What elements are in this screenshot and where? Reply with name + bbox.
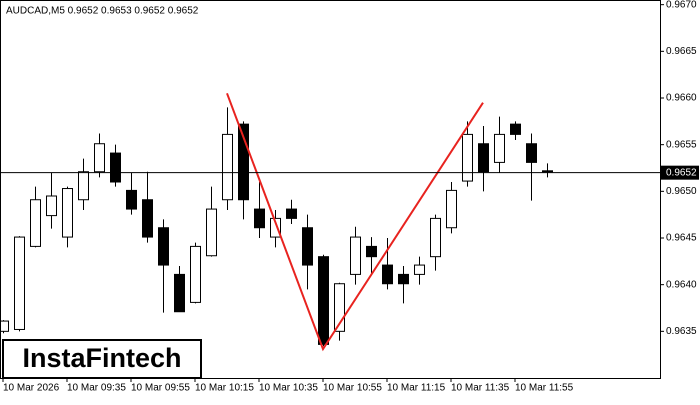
- candle-body: [446, 189, 457, 229]
- candle-body: [1, 320, 9, 332]
- y-tick-label: 0.9665: [666, 46, 697, 57]
- candle-body: [334, 283, 345, 332]
- y-tick-label: 0.9640: [666, 279, 697, 290]
- price-box: [661, 165, 699, 180]
- chart-header: AUDCAD,M5 0.9652 0.9653 0.9652 0.9652: [6, 6, 199, 17]
- candle-body: [14, 236, 25, 330]
- candle-body: [30, 199, 41, 247]
- candle-body: [462, 133, 473, 182]
- x-tick-label: 10 Mar 11:15: [387, 383, 446, 394]
- candle-body: [286, 208, 297, 219]
- candle-body: [430, 217, 441, 258]
- candle-body: [254, 208, 265, 229]
- y-tick-label: 0.9655: [666, 139, 697, 150]
- x-tick-label: 10 Mar 11:35: [451, 383, 510, 394]
- candle-body: [190, 245, 201, 303]
- y-tick-label: 0.9645: [666, 233, 697, 244]
- candle-body: [510, 123, 521, 135]
- x-tick-label: 10 Mar 10:15: [195, 383, 254, 394]
- x-tick-label: 10 Mar 10:55: [323, 383, 382, 394]
- candle-body: [478, 143, 489, 173]
- candle-body: [78, 171, 89, 201]
- x-tick-label: 10 Mar 09:35: [67, 383, 126, 394]
- candle-body: [46, 195, 57, 217]
- x-tick-label: 10 Mar 10:35: [259, 383, 318, 394]
- candle-body: [158, 227, 169, 266]
- candle-body: [542, 170, 553, 173]
- logo-box: [2, 339, 202, 379]
- candle-body: [318, 256, 329, 345]
- y-tick-label: 0.9670: [666, 0, 697, 10]
- pattern-line: [226, 92, 484, 352]
- candle-body: [126, 189, 137, 210]
- candle-body: [382, 264, 393, 285]
- x-tick-label: 10 Mar 11:55: [515, 383, 574, 394]
- candle-body: [350, 236, 361, 275]
- plot: [1, 92, 553, 352]
- candle-body: [414, 264, 425, 275]
- candle-body: [94, 143, 105, 173]
- candle-body: [174, 273, 185, 313]
- candle-body: [238, 123, 249, 201]
- candle-body: [398, 273, 409, 285]
- candle-body: [206, 208, 217, 257]
- candle-body: [222, 133, 233, 201]
- candle-body: [526, 143, 537, 163]
- x-tick-label: 10 Mar 09:55: [131, 383, 190, 394]
- candle-body: [302, 227, 313, 266]
- candle-body: [62, 188, 73, 238]
- candle-body: [142, 199, 153, 238]
- x-tick-label: 10 Mar 2026: [3, 383, 60, 394]
- y-tick-label: 0.9660: [666, 93, 697, 104]
- candle-body: [270, 217, 281, 238]
- y-tick-label: 0.9650: [666, 186, 697, 197]
- price-label: 0.9652: [666, 167, 697, 178]
- candle-body: [110, 152, 121, 183]
- logo: InstaFintech: [22, 343, 181, 373]
- y-tick-label: 0.9635: [666, 326, 697, 337]
- plot-frame: [0, 0, 661, 379]
- candle-body: [366, 245, 377, 258]
- candle-body: [494, 133, 505, 163]
